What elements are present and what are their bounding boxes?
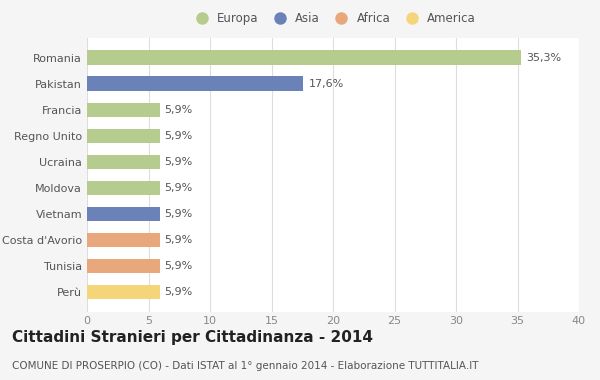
Bar	[87, 51, 521, 65]
Text: 5,9%: 5,9%	[164, 183, 193, 193]
Text: 5,9%: 5,9%	[164, 261, 193, 271]
Bar	[87, 285, 160, 299]
Text: Cittadini Stranieri per Cittadinanza - 2014: Cittadini Stranieri per Cittadinanza - 2…	[12, 330, 373, 345]
Text: 5,9%: 5,9%	[164, 131, 193, 141]
Bar	[87, 76, 304, 91]
Text: 35,3%: 35,3%	[526, 52, 561, 63]
Bar	[87, 207, 160, 221]
Bar	[87, 233, 160, 247]
Text: 5,9%: 5,9%	[164, 235, 193, 245]
Bar	[87, 259, 160, 273]
Legend: Europa, Asia, Africa, America: Europa, Asia, Africa, America	[185, 7, 481, 29]
Text: 17,6%: 17,6%	[308, 79, 344, 89]
Text: 5,9%: 5,9%	[164, 287, 193, 297]
Bar	[87, 180, 160, 195]
Bar	[87, 128, 160, 143]
Bar	[87, 103, 160, 117]
Text: COMUNE DI PROSERPIO (CO) - Dati ISTAT al 1° gennaio 2014 - Elaborazione TUTTITAL: COMUNE DI PROSERPIO (CO) - Dati ISTAT al…	[12, 361, 479, 370]
Bar	[87, 155, 160, 169]
Text: 5,9%: 5,9%	[164, 105, 193, 115]
Text: 5,9%: 5,9%	[164, 157, 193, 167]
Text: 5,9%: 5,9%	[164, 209, 193, 219]
